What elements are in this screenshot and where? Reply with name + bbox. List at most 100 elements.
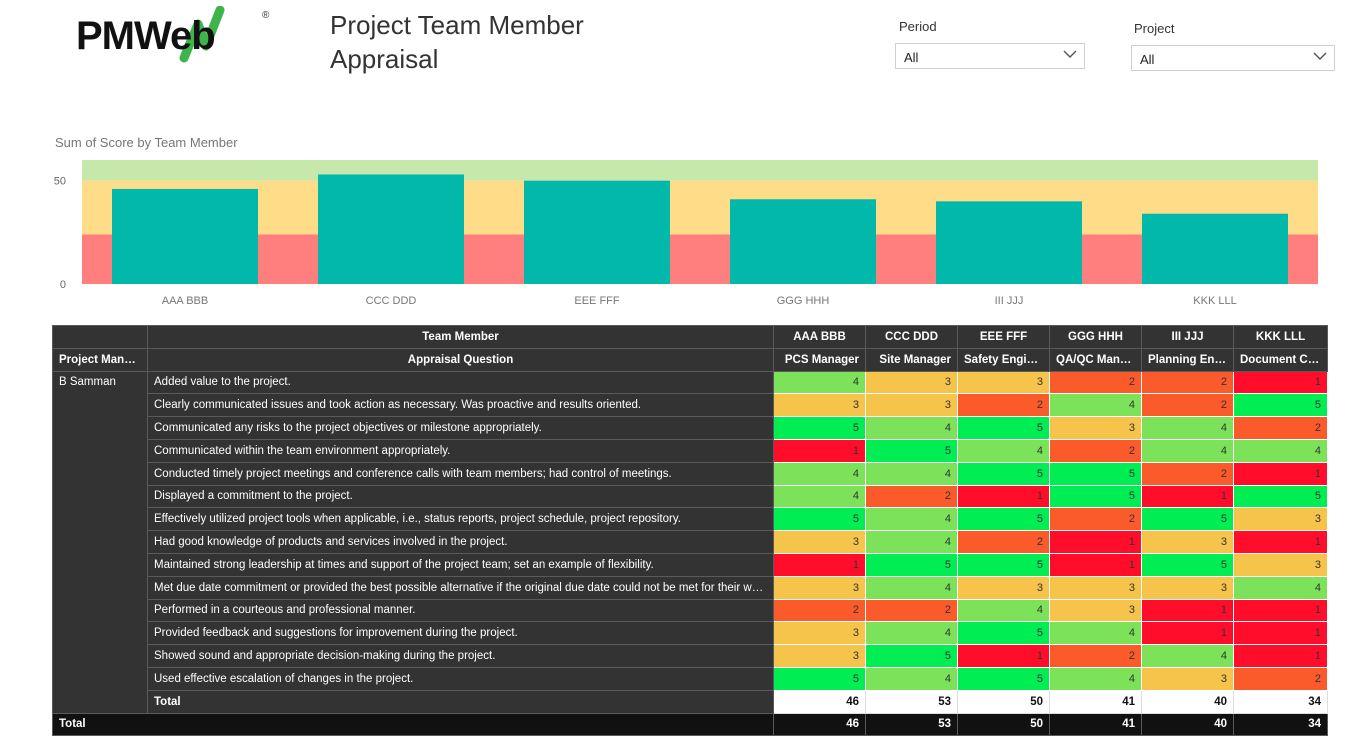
score-cell: 3	[865, 393, 958, 418]
chart-bar[interactable]	[1142, 213, 1288, 284]
grand-total-cell: 53	[865, 712, 958, 737]
x-tick-label: CCC DDD	[366, 295, 417, 307]
score-cell: 3	[773, 644, 866, 668]
score-cell: 4	[773, 461, 866, 486]
score-cell: 5	[1049, 484, 1142, 509]
score-cell: 1	[957, 644, 1050, 668]
appraisal-matrix: Team Member AAA BBB CCC DDD EEE FFF GGG HHH…	[52, 325, 1328, 737]
project-manager-cell[interactable]: B Samman	[52, 370, 148, 714]
subtotal-cell: 46	[773, 689, 866, 714]
chart-bar[interactable]	[524, 180, 670, 284]
score-cell: 1	[1233, 598, 1328, 623]
member-name-header[interactable]: EEE FFF	[957, 325, 1050, 349]
score-cell: 3	[773, 575, 866, 600]
member-role-header[interactable]: PCS Manager	[773, 347, 866, 372]
chart-bar[interactable]	[318, 174, 464, 284]
subtotal-label: Total	[147, 689, 774, 714]
x-tick-label: GGG HHH	[777, 295, 830, 307]
score-cell: 5	[957, 461, 1050, 486]
score-cell: 4	[865, 461, 958, 486]
appraisal-question-cell: Showed sound and appropriate decision-ma…	[147, 644, 774, 668]
score-cell: 1	[1233, 530, 1328, 554]
score-cell: 2	[773, 598, 866, 623]
score-cell: 5	[957, 507, 1050, 532]
appraisal-question-cell: Provided feedback and suggestions for im…	[147, 621, 774, 646]
score-cell: 2	[1049, 507, 1142, 532]
score-cell: 4	[865, 507, 958, 532]
score-cell: 4	[957, 438, 1050, 463]
appraisal-question-cell: Met due date commitment or provided the …	[147, 575, 774, 600]
chart-bar[interactable]	[936, 201, 1082, 284]
member-name-header[interactable]: CCC DDD	[865, 325, 958, 349]
table-row: Showed sound and appropriate decision-ma…	[53, 644, 1328, 668]
score-cell: 3	[773, 621, 866, 646]
project-label: Project	[1134, 21, 1175, 36]
score-cell: 1	[1141, 484, 1234, 509]
member-role-header[interactable]: Document Co...	[1233, 347, 1328, 372]
page-title-line1: Project Team Member	[330, 10, 584, 40]
logo-text: PMWeb	[76, 14, 216, 58]
table-row: Had good knowledge of products and servi…	[53, 530, 1328, 554]
score-cell: 1	[1233, 621, 1328, 646]
member-name-header[interactable]: GGG HHH	[1049, 325, 1142, 349]
score-cell: 5	[773, 507, 866, 532]
appraisal-question-cell: Had good knowledge of products and servi…	[147, 530, 774, 554]
score-cell: 1	[1233, 461, 1328, 486]
appraisal-question-cell: Communicated any risks to the project ob…	[147, 416, 774, 440]
table-row: B Samman Added value to the project. 4 3 3 2 2…	[52, 370, 1328, 714]
score-cell: 5	[957, 621, 1050, 646]
chart-bar[interactable]	[112, 188, 258, 284]
score-cell: 5	[773, 666, 866, 691]
chart-band	[82, 180, 1318, 235]
score-cell: 5	[1049, 461, 1142, 486]
score-cell: 3	[1233, 552, 1328, 577]
appraisal-question-cell: Maintained strong leadership at times an…	[147, 552, 774, 577]
member-role-header[interactable]: Safety Engineer	[957, 347, 1050, 372]
chart-bar[interactable]	[730, 199, 876, 284]
table-row: Used effective escalation of changes in …	[53, 666, 1328, 691]
score-cell: 4	[1141, 438, 1234, 463]
score-bar-chart: 0 50 AAA BBB CCC DDD EEE FFF GGG HHH III JJJ KK…	[54, 160, 1318, 307]
score-cell: 3	[1141, 575, 1234, 600]
score-cell: 3	[1049, 598, 1142, 623]
score-cell: 1	[1049, 552, 1142, 577]
appraisal-question-cell: Added value to the project.	[147, 370, 774, 395]
score-cell: 1	[1233, 370, 1328, 395]
table-row: Provided feedback and suggestions for im…	[53, 621, 1328, 646]
score-cell: 2	[1233, 416, 1328, 440]
appraisal-question-cell: Effectively utilized project tools when …	[147, 507, 774, 532]
score-cell: 2	[957, 530, 1050, 554]
project-dropdown[interactable]: All	[1131, 45, 1335, 71]
score-cell: 4	[1233, 575, 1328, 600]
subtotal-cell: 53	[865, 689, 958, 714]
score-cell: 4	[1141, 644, 1234, 668]
table-row: Clearly communicated issues and took act…	[53, 393, 1328, 418]
period-label: Period	[899, 19, 937, 34]
member-role-header[interactable]: Planning Engi...	[1141, 347, 1234, 372]
score-cell: 3	[957, 575, 1050, 600]
chart-band	[82, 160, 1318, 181]
score-cell: 2	[1049, 370, 1142, 395]
member-name-header[interactable]: III JJJ	[1141, 325, 1234, 349]
score-cell: 4	[865, 666, 958, 691]
period-dropdown[interactable]: All	[895, 43, 1085, 69]
score-cell: 1	[1141, 621, 1234, 646]
score-cell: 3	[773, 393, 866, 418]
score-cell: 1	[773, 552, 866, 577]
score-cell: 5	[957, 416, 1050, 440]
member-name-header[interactable]: AAA BBB	[773, 325, 866, 349]
score-cell: 4	[865, 530, 958, 554]
member-role-header[interactable]: Site Manager	[865, 347, 958, 372]
table-row: Performed in a courteous and professiona…	[53, 598, 1328, 623]
score-cell: 4	[865, 416, 958, 440]
member-role-header[interactable]: QA/QC Mana...	[1049, 347, 1142, 372]
table-row: Communicated within the team environment…	[53, 438, 1328, 463]
score-cell: 4	[773, 370, 866, 395]
page-title-line2: Appraisal	[330, 44, 439, 74]
score-cell: 2	[1141, 370, 1234, 395]
member-name-header[interactable]: KKK LLL	[1233, 325, 1328, 349]
score-cell: 5	[865, 644, 958, 668]
score-cell: 2	[865, 484, 958, 509]
score-cell: 5	[957, 552, 1050, 577]
chart-title: Sum of Score by Team Member	[55, 135, 238, 150]
